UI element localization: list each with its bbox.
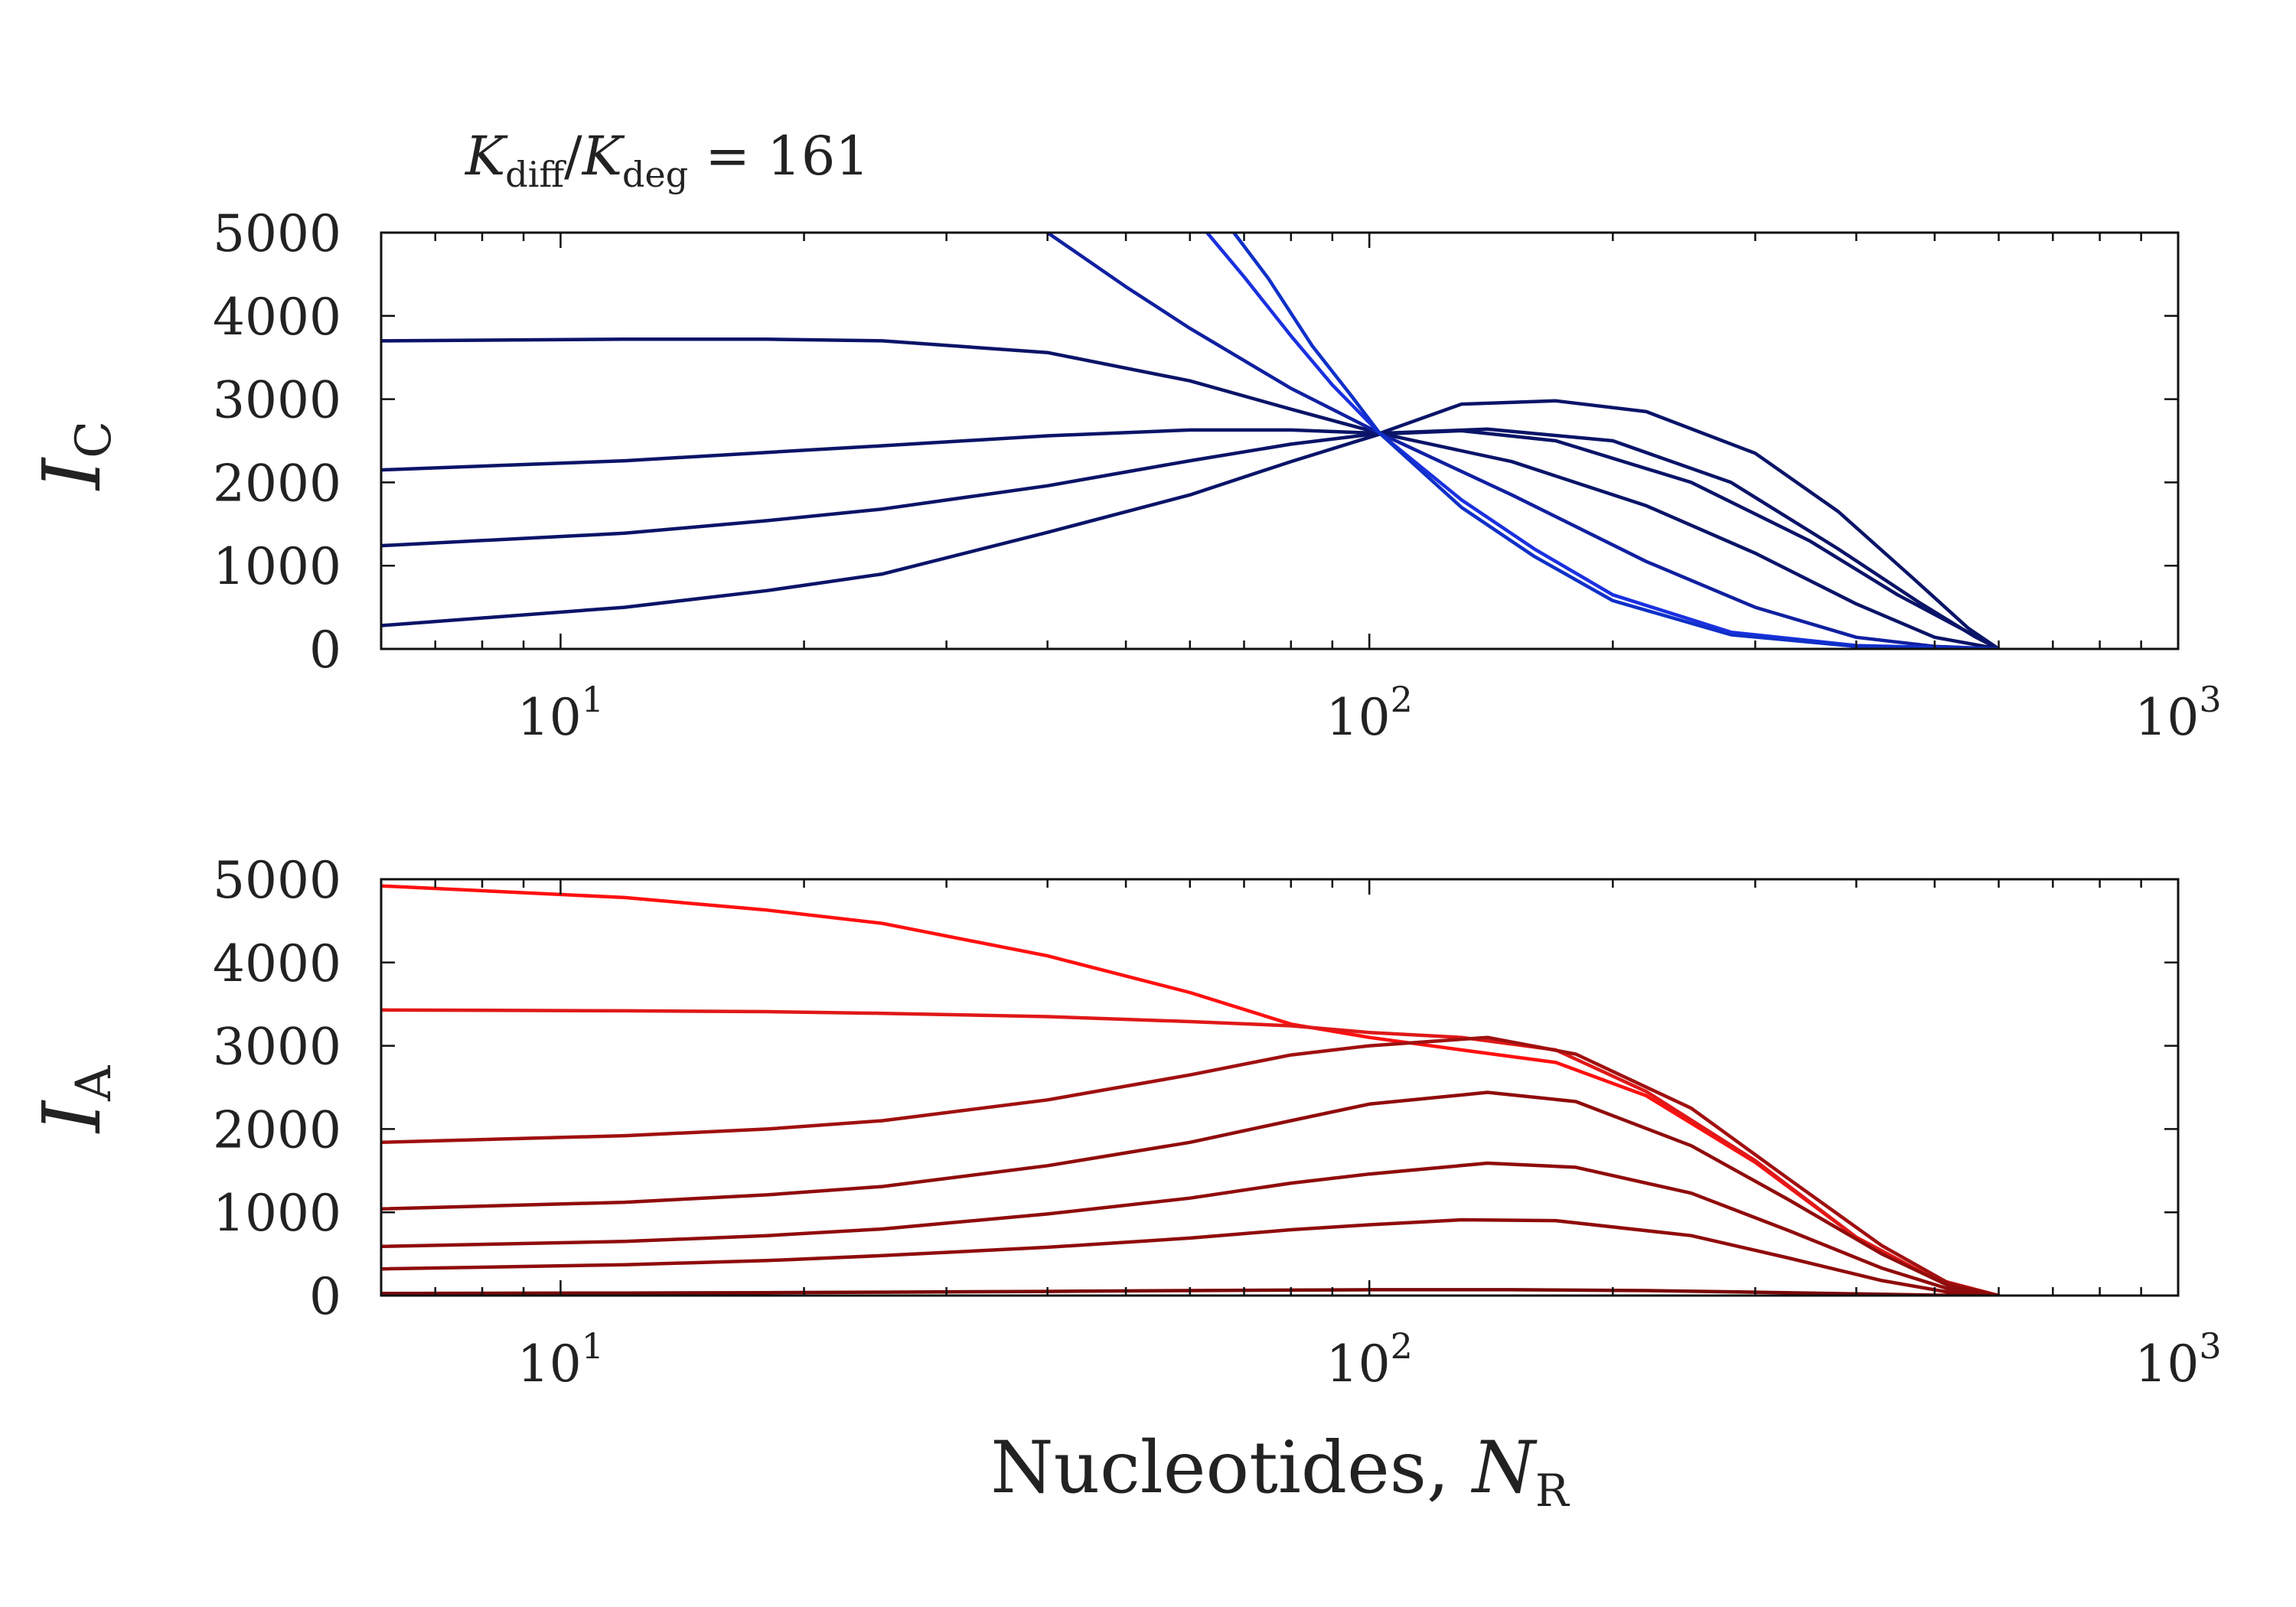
panel-top: 101 102 103 0 1000 2000 3000 4000 5000 IC [25,204,2222,747]
series-line-2 [381,1008,2001,1296]
y-tick-label: 5000 [213,851,341,910]
y-tick-label: 0 [309,1267,341,1326]
y-tick-label: 1000 [213,537,341,596]
y-tick-label: 5000 [213,204,341,263]
x-tick-label: 103 [2135,679,2221,747]
series-line-6 [381,1217,2001,1296]
y-tick-label: 3000 [213,371,341,430]
x-tick-label: 102 [1326,679,1413,747]
x-axis-label: Nucleotides, NR [990,1426,1570,1517]
series-line-4 [381,1090,2001,1296]
series-line-3 [381,399,2001,649]
series-layer-bottom [381,884,2001,1296]
series-line-4 [381,337,2001,649]
series-line-5 [1045,233,2001,649]
x-tick-label: 101 [517,679,604,747]
x-tick-label: 103 [2135,1325,2221,1393]
y-tick-label: 3000 [213,1018,341,1077]
y-tick-label: 2000 [213,454,341,513]
y-tick-label: 2000 [213,1100,341,1159]
y-tick-label: 4000 [213,934,341,993]
tick-layer-bottom: 101 102 103 0 1000 2000 3000 4000 5000 [213,851,2222,1393]
y-tick-label: 1000 [213,1184,341,1243]
series-line-7 [1231,233,2001,649]
series-line-3 [381,1035,2001,1296]
y-axis-label-top: IC [25,421,122,491]
series-layer-top [381,233,2001,649]
plot-frame-bottom [380,878,2180,1297]
series-line-6 [1205,233,2001,649]
series-line-5 [381,1161,2001,1296]
y-axis-label-bottom: IA [25,1065,122,1134]
y-tick-label: 4000 [213,288,341,347]
y-tick-label: 0 [309,621,341,680]
plot-frame-top [380,231,2180,650]
x-tick-label: 102 [1326,1325,1413,1393]
panel-bottom: 101 102 103 0 1000 2000 3000 4000 5000 IA [25,851,2222,1393]
tick-layer-top: 101 102 103 0 1000 2000 3000 4000 5000 [213,204,2222,747]
x-tick-label: 101 [517,1325,604,1393]
series-line-1 [381,429,2001,649]
chart-title: Kdiff/Kdeg = 161 [464,125,869,195]
series-line-1 [381,884,2001,1296]
